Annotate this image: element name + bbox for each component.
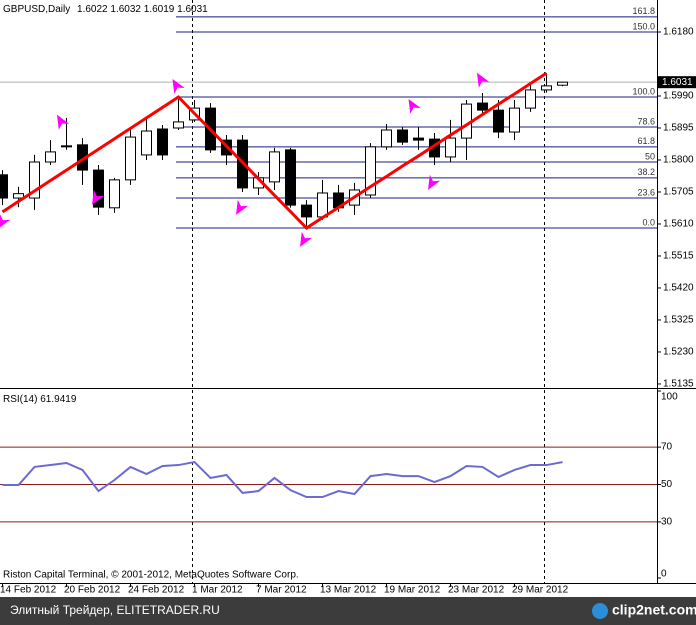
y-tick-label: 1.5420 — [663, 283, 694, 294]
low-value: 1.6019 — [144, 4, 175, 15]
symbol-title: GBPUSD,Daily — [3, 4, 70, 15]
candle-body — [317, 192, 328, 218]
y-tick-label: 1.5610 — [663, 219, 694, 230]
fib-label: 38.2 — [637, 167, 655, 177]
x-tick-label: 29 Mar 2012 — [512, 585, 569, 596]
candle-body — [269, 151, 280, 183]
fractal-up — [408, 98, 421, 115]
fractal-down — [300, 231, 313, 247]
candle-body — [525, 89, 536, 109]
candle-body — [285, 149, 296, 206]
fractal-up — [57, 114, 70, 130]
x-tick-label: 19 Mar 2012 — [384, 585, 441, 596]
y-tick-label: 1.5515 — [663, 251, 694, 262]
y-tick-label: 1.5800 — [663, 155, 694, 166]
current-price-box — [658, 76, 696, 89]
y-tick-label: 1.5895 — [663, 123, 694, 134]
candle-body — [141, 130, 152, 156]
fractal-down — [92, 189, 105, 205]
current-price-label: 1.6031 — [662, 77, 693, 88]
background — [0, 0, 696, 597]
x-tick-label: 24 Feb 2012 — [128, 585, 185, 596]
candle-body — [413, 137, 424, 141]
fib-label: 61.8 — [637, 136, 655, 146]
fib-label: 150.0 — [632, 21, 655, 31]
candle-body — [301, 204, 312, 218]
x-tick-label: 13 Mar 2012 — [320, 585, 377, 596]
candle-body — [477, 102, 488, 111]
candle-body — [541, 85, 552, 91]
x-tick-label: 1 Mar 2012 — [192, 585, 243, 596]
rsi-header: RSI(14) 61.9419 — [3, 394, 77, 405]
candle-body — [13, 193, 24, 199]
y-tick-label: 30 — [661, 517, 673, 528]
candle-body — [173, 121, 184, 129]
candle-body — [381, 129, 392, 148]
y-tick-label: 1.5230 — [663, 347, 694, 358]
fractal-down — [428, 174, 441, 190]
candle-body — [493, 109, 504, 133]
candle-body — [29, 161, 40, 199]
zigzag-line — [1, 71, 548, 230]
y-tick-label: 1.5325 — [663, 315, 694, 326]
x-tick-label: 14 Feb 2012 — [0, 585, 57, 596]
y-tick-label: 1.5135 — [663, 379, 694, 390]
candle-body — [61, 145, 72, 148]
fractal-up — [477, 72, 490, 88]
candle-body — [109, 179, 120, 209]
rsi-title: RSI(14) — [3, 394, 37, 405]
chart-header: GBPUSD,Daily 1.6022 1.6032 1.6019 1.6031 — [3, 4, 208, 15]
high-value: 1.6032 — [110, 4, 141, 15]
candle-body — [445, 137, 456, 158]
logo-icon — [592, 603, 608, 619]
footer-site: Элитный Трейдер, ELITETRADER.RU — [10, 603, 220, 617]
candle-body — [557, 81, 568, 86]
close-value: 1.6031 — [177, 4, 208, 15]
candle-body — [397, 129, 408, 143]
candle-body — [157, 128, 168, 156]
candle-body — [365, 146, 376, 196]
y-tick-label: 1.5705 — [663, 187, 694, 198]
y-tick-label: 70 — [661, 442, 673, 453]
fractal-up — [172, 78, 185, 95]
x-tick-label: 23 Mar 2012 — [448, 585, 505, 596]
rsi-last-value: 61.9419 — [40, 394, 77, 405]
x-tick-label: 7 Mar 2012 — [256, 585, 307, 596]
candle-body — [0, 174, 8, 199]
fib-label: 78.6 — [637, 116, 655, 126]
copyright: Riston Capital Terminal, © 2001-2012, Me… — [3, 570, 299, 581]
fib-label: 161.8 — [632, 6, 655, 16]
fractal-down — [0, 213, 11, 229]
candle-body — [125, 136, 136, 181]
candle-body — [509, 107, 520, 133]
y-tick-label: 1.5990 — [663, 91, 694, 102]
fractal-down — [236, 199, 249, 215]
candle-body — [93, 169, 104, 208]
x-tick-label: 20 Feb 2012 — [64, 585, 121, 596]
y-tick-label: 1.6180 — [663, 27, 694, 38]
fib-label: 23.6 — [637, 187, 655, 197]
fib-label: 50 — [645, 151, 655, 161]
fib-label: 0.0 — [642, 217, 655, 227]
y-tick-label: 0 — [661, 569, 667, 580]
y-tick-label: 50 — [661, 479, 673, 490]
footer-logo: clip2net.com — [612, 602, 696, 618]
fib-label: 100.0 — [632, 86, 655, 96]
rsi-line — [2, 460, 563, 499]
open-value: 1.6022 — [77, 4, 108, 15]
footer-bar — [0, 597, 696, 625]
fractals — [0, 72, 490, 247]
candle-body — [45, 151, 56, 163]
y-tick-label: 100 — [661, 392, 678, 403]
